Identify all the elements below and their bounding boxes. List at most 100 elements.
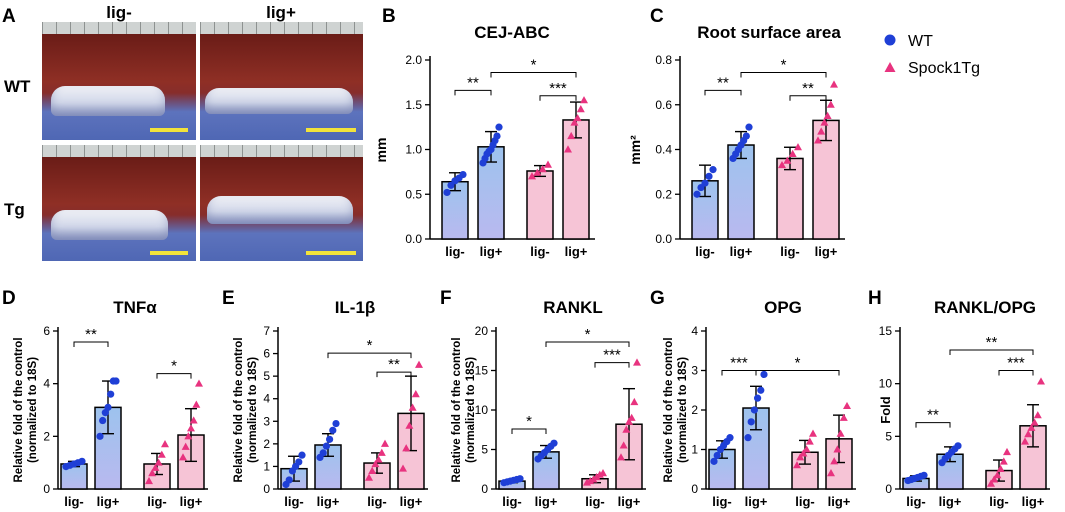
panel-letter-G: G xyxy=(650,288,665,309)
chart-b-bar-3 xyxy=(562,119,590,240)
chart-b-point xyxy=(459,170,467,179)
chart-h-xtick-label-1: lig+ xyxy=(939,494,962,509)
chart-d-xtick-label-0: lig- xyxy=(64,494,84,509)
chart-f-ytick-label: 0 xyxy=(481,482,488,496)
chart-b-sig-label-0: ** xyxy=(467,74,479,91)
chart-d-point xyxy=(96,432,104,440)
chart-b-ytick-label: 0.0 xyxy=(405,232,422,246)
chart-c-xtick-label-3: lig+ xyxy=(815,244,838,259)
chart-e-xtick-label-1: lig+ xyxy=(317,494,340,509)
chart-f-sig-label-0: * xyxy=(526,413,532,430)
chart-h-point xyxy=(1033,411,1042,419)
photo-col-label-lig-minus: lig- xyxy=(106,3,132,22)
chart-b-xtick-label-1: lig+ xyxy=(480,244,503,259)
chart-g-xtick-label-2: lig- xyxy=(795,494,815,509)
chart-g-bar-1 xyxy=(742,407,770,490)
chart-b-sig-bracket-0 xyxy=(454,89,492,96)
chart-h-ytick-label: 15 xyxy=(879,324,893,338)
chart-c-title: Root surface area xyxy=(697,23,841,42)
chart-f-sig-bracket-1 xyxy=(594,362,630,368)
chart-h-ytick-label: 5 xyxy=(885,429,892,443)
chart-c-sig-bracket-1 xyxy=(789,95,827,101)
chart-f-point xyxy=(516,475,524,483)
chart-h-point xyxy=(999,457,1008,465)
chart-g-ytick-label: 0 xyxy=(691,482,698,496)
chart-h-point xyxy=(1021,437,1029,445)
chart-c-ytick-label: 0.4 xyxy=(655,143,672,157)
chart-d-point xyxy=(112,377,120,385)
chart-f-sig-label-2: * xyxy=(585,326,591,343)
panel-letter-H: H xyxy=(868,288,882,309)
chart-g-sig-label-1: * xyxy=(795,355,801,372)
chart-e-point xyxy=(374,455,383,463)
chart-e-point xyxy=(298,451,306,459)
chart-f-point xyxy=(630,397,639,406)
chart-f-ylabel: Relative fold of the control (normalized … xyxy=(451,337,477,482)
chart-c-point xyxy=(742,132,750,140)
chart-c-point xyxy=(701,179,709,187)
chart-g-sig-bracket-1 xyxy=(755,370,840,376)
chart-c-point xyxy=(788,149,797,157)
chart-b-sig-label-2: * xyxy=(531,57,537,74)
legend-marker-wt xyxy=(884,34,896,46)
chart-e-ytick-label: 7 xyxy=(263,324,270,338)
chart-e-ytick-label: 5 xyxy=(263,369,270,383)
chart-e-point xyxy=(411,390,420,398)
chart-c-ylabel: mm² xyxy=(627,135,643,165)
scale-bar xyxy=(306,251,356,255)
chart-h-point xyxy=(993,471,1002,479)
chart-e-ytick-label: 2 xyxy=(263,437,270,451)
chart-d-ylabel: Relative fold of the control (normalized … xyxy=(13,337,39,482)
chart-h-point xyxy=(987,479,995,487)
chart-d-point xyxy=(78,457,86,465)
chart-b-point xyxy=(573,113,582,122)
chart-f-xtick-label-0: lig- xyxy=(502,494,522,509)
chart-f-point xyxy=(550,439,558,447)
chart-h-point xyxy=(954,442,962,450)
chart-d-sig-label-1: * xyxy=(171,358,177,375)
chart-e-sig-bracket-1 xyxy=(327,352,412,359)
chart-c-xtick-label-2: lig- xyxy=(780,244,800,259)
chart-d-point xyxy=(161,440,169,448)
chart-d-point xyxy=(157,450,166,458)
chart-h-sig-label-0: ** xyxy=(927,407,939,424)
chart-h-ylabel: Fold xyxy=(878,396,893,423)
chart-d-ytick-label: 6 xyxy=(43,324,50,338)
chart-b-point xyxy=(495,123,503,131)
chart-d-point xyxy=(154,458,163,466)
chart-g-point xyxy=(757,386,765,394)
chart-g-point xyxy=(836,429,845,437)
photo-row-label-tg: Tg xyxy=(4,200,25,219)
chart-f-sig-bracket-2 xyxy=(545,341,630,348)
chart-e-point xyxy=(371,459,380,468)
chart-c-ytick-label: 0.0 xyxy=(655,232,672,246)
chart-b-point xyxy=(544,160,552,168)
chart-d-sig-label-0: ** xyxy=(85,326,97,343)
chart-b-title: CEJ-ABC xyxy=(474,23,550,42)
chart-f-point xyxy=(619,441,628,449)
chart-e-point xyxy=(408,403,417,411)
chart-f-point xyxy=(633,358,641,366)
chart-d-point xyxy=(104,403,112,411)
chart-e-point xyxy=(332,419,340,428)
chart-h-sig-bracket-0 xyxy=(915,422,951,428)
chart-e-point xyxy=(402,444,411,452)
chart-c-point xyxy=(826,100,835,108)
chart-g-point xyxy=(750,406,759,414)
chart-g-point xyxy=(713,451,721,460)
chart-c-point xyxy=(709,166,717,174)
panel-letter-B: B xyxy=(382,6,396,27)
chart-e-point xyxy=(285,476,293,484)
chart-c-point xyxy=(817,127,826,135)
chart-g-xtick-label-1: lig+ xyxy=(745,494,768,509)
chart-f-point xyxy=(622,425,631,433)
chart-e-sig-label-0: ** xyxy=(388,356,400,373)
chart-e-ytick-label: 0 xyxy=(263,482,270,496)
chart-g-ytick-label: 3 xyxy=(691,364,698,378)
chart-b-point xyxy=(567,131,576,140)
chart-g-point xyxy=(830,457,839,465)
chart-c-point xyxy=(823,111,832,119)
chart-g-point xyxy=(833,445,842,453)
chart-e-title: IL-1β xyxy=(335,298,376,317)
chart-e-point xyxy=(322,442,330,450)
